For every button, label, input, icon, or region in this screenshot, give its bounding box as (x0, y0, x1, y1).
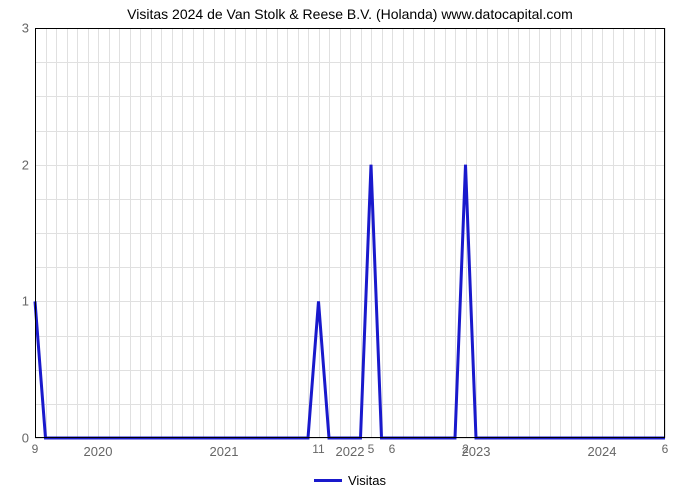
point-label: 2 (462, 438, 469, 456)
legend-label: Visitas (348, 473, 386, 488)
x-tick-label: 2020 (84, 438, 113, 459)
point-label: 11 (312, 438, 324, 456)
chart-title: Visitas 2024 de Van Stolk & Reese B.V. (… (0, 6, 700, 22)
x-tick-label: 2024 (588, 438, 617, 459)
chart-container: { "chart": { "type": "line", "title": "V… (0, 0, 700, 500)
line-layer (35, 28, 665, 438)
point-label: 5 (368, 438, 375, 456)
plot-area: 0123202020212022202320249115626 (35, 28, 665, 438)
point-label: 6 (662, 438, 669, 456)
x-tick-label: 2021 (210, 438, 239, 459)
point-label: 9 (32, 438, 39, 456)
legend: Visitas (0, 472, 700, 488)
series-line (35, 165, 665, 438)
legend-swatch (314, 479, 342, 482)
y-tick-label: 2 (22, 157, 35, 172)
y-tick-label: 1 (22, 294, 35, 309)
gridline-v (665, 28, 666, 438)
point-label: 6 (389, 438, 396, 456)
x-tick-label: 2022 (336, 438, 365, 459)
y-tick-label: 3 (22, 21, 35, 36)
